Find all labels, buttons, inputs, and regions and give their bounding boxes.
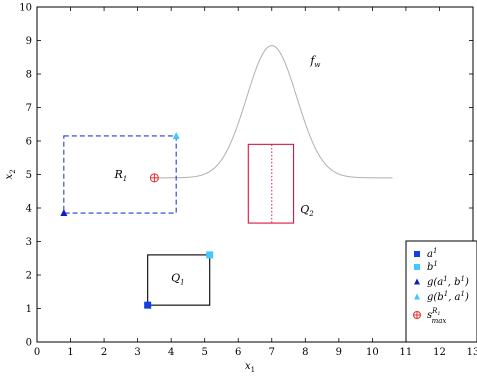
x-tick-label: 1	[67, 347, 73, 358]
y-tick-label: 8	[26, 70, 32, 81]
legend-label-2: g(a1, b1)	[427, 275, 469, 288]
y-tick-label: 6	[26, 137, 32, 148]
x-tick-label: 12	[433, 347, 446, 358]
legend-marker-3	[414, 293, 420, 300]
legend-label-3: g(b1, a1)	[427, 290, 469, 303]
legend-label-1: b1	[427, 260, 438, 273]
y-tick-label: 10	[19, 3, 32, 14]
x-tick-label: 0	[34, 347, 40, 358]
region-label-q1: Q1	[171, 272, 185, 287]
data-points	[60, 131, 214, 309]
x-tick-label: 3	[134, 347, 140, 358]
region-q2	[247, 143, 295, 224]
legend-label-0: a1	[427, 247, 437, 260]
x-tick-label: 8	[302, 347, 308, 358]
region-label-r1: R1	[113, 168, 127, 183]
point-1	[206, 251, 214, 259]
y-tick-label: 9	[26, 36, 32, 47]
x-tick-label: 2	[101, 347, 107, 358]
x-tick-label: 11	[400, 347, 413, 358]
legend-marker-1	[414, 264, 420, 270]
annotations: fw R1 Q2 Q1	[113, 54, 320, 287]
y-tick-label: 5	[26, 170, 32, 181]
region-q1	[147, 254, 211, 306]
legend-label-4: sR1 max	[427, 307, 446, 325]
region-label-q2: Q2	[300, 203, 314, 218]
region-r1	[63, 135, 177, 214]
legend-marker-0	[414, 251, 420, 257]
point-3	[172, 131, 180, 139]
x-tick-label: 9	[336, 347, 342, 358]
y-tick-label: 0	[26, 338, 32, 349]
shapes	[63, 45, 393, 306]
x-axis-label: x1	[245, 361, 255, 374]
point-0	[144, 301, 152, 309]
point-2	[60, 209, 68, 217]
legend-marker-4	[413, 311, 421, 319]
y-tick-label: 7	[26, 103, 32, 114]
x-tick-label: 13	[467, 347, 477, 358]
y-tick-label: 2	[26, 271, 32, 282]
point-4	[149, 173, 159, 183]
curve-f-w	[154, 45, 393, 179]
x-tick-label: 4	[168, 347, 174, 358]
y-axis-label: x2	[4, 169, 17, 179]
x-tick-label: 10	[366, 347, 379, 358]
y-tick-label: 3	[26, 237, 32, 248]
x-tick-label: 6	[235, 347, 241, 358]
x-tick-label: 7	[269, 347, 275, 358]
y-tick-label: 4	[26, 204, 32, 215]
y-tick-label: 1	[26, 304, 32, 315]
legend-marker-2	[414, 278, 420, 285]
curve-label: fw	[309, 54, 320, 69]
legend-box	[405, 240, 477, 343]
x-tick-label: 5	[202, 347, 208, 358]
